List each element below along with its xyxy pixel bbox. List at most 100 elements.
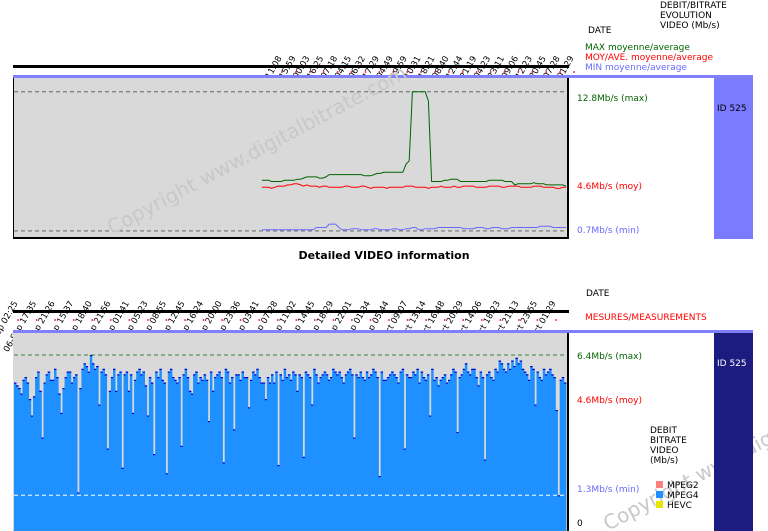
- date-marker: [128, 319, 131, 321]
- bitrate-bar: [420, 371, 424, 531]
- bitrate-bar-edge: [298, 374, 301, 376]
- bitrate-bar-edge: [327, 379, 331, 381]
- bitrate-bar: [323, 371, 327, 531]
- bottom-avg-value-label: 4.6Mb/s (moy): [577, 396, 642, 406]
- bitrate-bar-edge: [188, 390, 192, 392]
- bitrate-legend-title-2: BITRATE: [650, 436, 687, 446]
- bitrate-bar-edge: [346, 371, 350, 373]
- top-date-markers: [281, 71, 575, 73]
- bitrate-bar-edge: [218, 371, 221, 373]
- date-marker: [184, 319, 186, 321]
- bitrate-bar-edge: [471, 368, 474, 370]
- bitrate-bar: [445, 382, 449, 531]
- bitrate-bar-edge: [287, 374, 291, 376]
- bitrate-bar: [66, 371, 70, 531]
- bitrate-bar: [479, 371, 483, 531]
- bitrate-bar: [555, 410, 558, 531]
- bitrate-bar-edge: [233, 429, 236, 431]
- bottom-plot-top-border: [13, 310, 569, 313]
- bitrate-bar: [142, 371, 145, 531]
- bitrate-bar: [24, 377, 27, 531]
- bitrate-bar: [439, 379, 443, 531]
- top-chart-title-line-1: DEBIT/BITRATE: [660, 1, 727, 11]
- bitrate-bar: [115, 390, 118, 531]
- date-marker: [72, 319, 75, 321]
- date-marker: [392, 71, 395, 73]
- bitrate-bar-edge: [14, 382, 17, 384]
- top-date-label: DATE: [588, 26, 612, 36]
- bitrate-bar: [429, 415, 432, 531]
- bitrate-bar: [235, 374, 238, 531]
- date-marker: [388, 319, 390, 321]
- bitrate-bar-edge: [136, 371, 139, 373]
- bitrate-bar: [389, 374, 392, 531]
- bitrate-bar: [405, 374, 409, 531]
- bitrate-bar: [184, 368, 188, 531]
- bitrate-bar-edge: [534, 404, 537, 406]
- date-marker: [332, 319, 335, 321]
- bitrate-bar: [519, 360, 523, 531]
- bitrate-bar: [218, 371, 221, 531]
- bitrate-bar: [365, 371, 369, 531]
- bitrate-bar: [85, 366, 89, 531]
- bitrate-bar-edge: [273, 382, 276, 384]
- bitrate-bar-edge: [51, 379, 55, 381]
- bitrate-bar-edge: [555, 410, 558, 412]
- bitrate-bar: [317, 382, 320, 531]
- bitrate-bar-edge: [260, 382, 263, 384]
- measurements-label: MESURES/MEASUREMENTS: [585, 313, 707, 323]
- bitrate-bar: [249, 379, 253, 531]
- bitrate-bar-edge: [150, 382, 154, 384]
- bitrate-bar: [268, 382, 272, 531]
- bitrate-bar-edge: [18, 388, 21, 390]
- bitrate-bar-edge: [247, 407, 251, 409]
- bitrate-bar: [14, 382, 17, 531]
- date-marker: [531, 71, 534, 73]
- date-marker: [434, 71, 436, 73]
- bitrate-bar-edge: [479, 371, 483, 373]
- bitrate-bar: [165, 473, 169, 531]
- bitrate-bar-edge: [106, 448, 110, 450]
- bitrate-bar-edge: [41, 437, 44, 439]
- bitrate-bar: [157, 377, 160, 531]
- bitrate-bar: [481, 377, 485, 531]
- date-marker: [276, 319, 279, 321]
- bitrate-bar-edge: [96, 366, 99, 368]
- bitrate-bar-edge: [452, 368, 455, 370]
- date-marker: [350, 71, 353, 73]
- bitrate-bar: [494, 368, 497, 531]
- bitrate-bar: [26, 382, 30, 531]
- date-marker: [518, 319, 520, 321]
- bitrate-bar: [306, 374, 310, 531]
- bitrate-bar-edge: [435, 377, 438, 379]
- bitrate-bar-edge: [180, 445, 183, 447]
- bitrate-bar: [199, 377, 202, 531]
- date-marker: [202, 319, 205, 321]
- bitrate-bar: [258, 377, 261, 531]
- date-marker: [239, 319, 242, 321]
- bitrate-bar-edge: [557, 495, 561, 497]
- bitrate-bar-edge: [515, 357, 518, 359]
- bitrate-bar: [129, 374, 133, 531]
- bitrate-legend-title-4: (Mb/s): [650, 456, 678, 466]
- bottom-max-value-label: 6.4Mb/s (max): [577, 352, 642, 362]
- bitrate-bar: [327, 379, 331, 531]
- bitrate-bar: [361, 377, 365, 531]
- bitrate-bar-edge: [87, 371, 91, 373]
- bitrate-bar: [549, 368, 552, 531]
- top-plot-right-axis: [567, 78, 569, 239]
- bottom-date-label: DATE: [586, 289, 610, 299]
- bitrate-bar-edge: [391, 371, 394, 373]
- bitrate-bar: [45, 374, 49, 531]
- bitrate-bar-edge: [380, 371, 384, 373]
- bitrate-bar: [513, 366, 516, 531]
- date-marker: [503, 71, 506, 73]
- bitrate-bar-edge: [178, 377, 181, 379]
- bitrate-bar: [285, 377, 289, 531]
- bitrate-bar-edge: [163, 382, 167, 384]
- bitrate-bar-edge: [256, 368, 259, 370]
- bitrate-bar-edge: [119, 371, 122, 373]
- date-marker: [480, 319, 483, 321]
- bitrate-bar: [207, 421, 211, 531]
- bitrate-bar-edge: [275, 371, 278, 373]
